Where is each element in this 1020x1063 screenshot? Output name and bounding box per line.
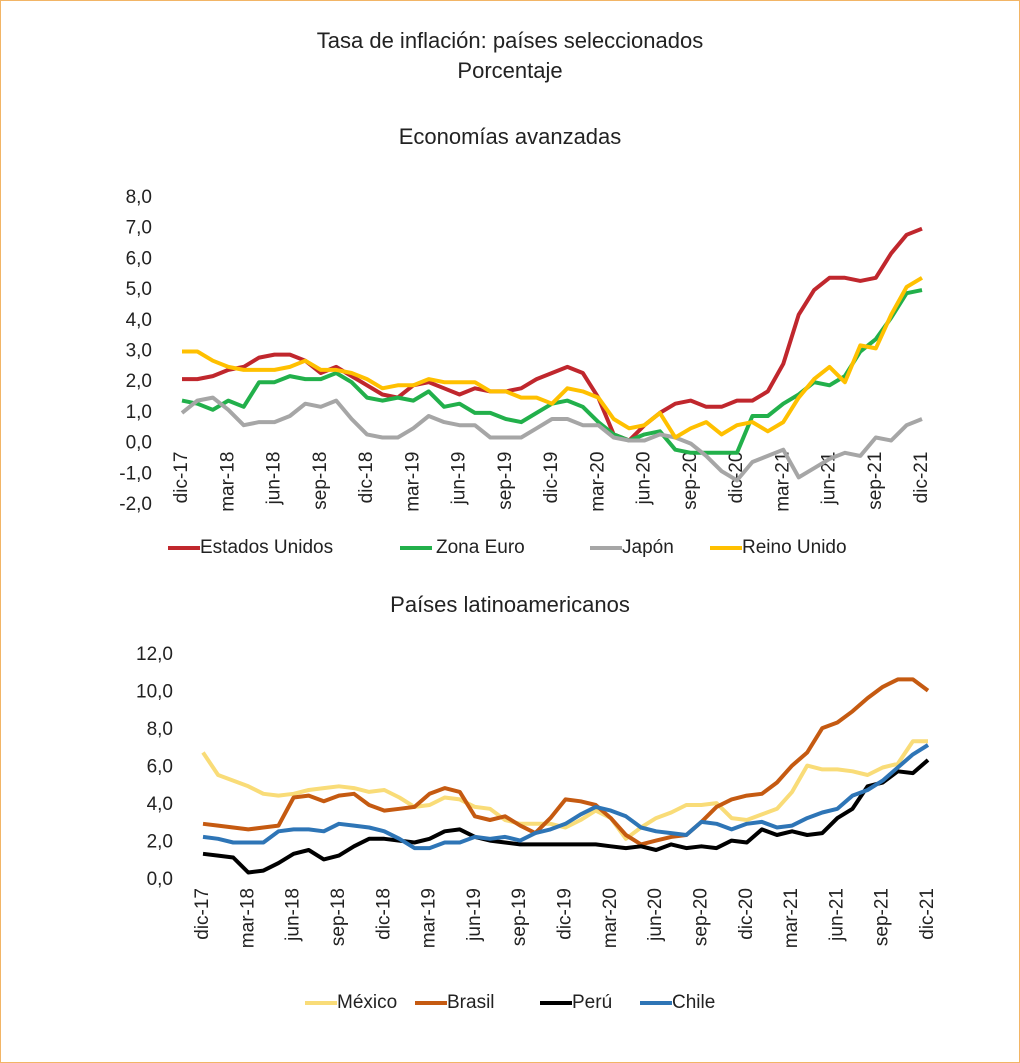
x-tick-label: sep-20 bbox=[680, 452, 701, 510]
y-tick-label: 8,0 bbox=[126, 187, 152, 208]
x-tick-label: sep-21 bbox=[865, 452, 886, 510]
series-line bbox=[202, 677, 930, 847]
page-title: Tasa de inflación: países seleccionados bbox=[317, 28, 703, 53]
legend-label: Japón bbox=[622, 537, 674, 558]
y-tick-label: 8,0 bbox=[147, 719, 173, 740]
legend-label: Estados Unidos bbox=[200, 537, 333, 558]
page-subtitle: Porcentaje bbox=[457, 58, 562, 83]
x-tick-label: jun-18 bbox=[283, 888, 304, 942]
legend-label: Chile bbox=[672, 992, 715, 1013]
x-tick-label: jun-21 bbox=[819, 452, 840, 506]
legend-label: Brasil bbox=[447, 992, 495, 1013]
x-tick-label: sep-18 bbox=[328, 888, 349, 946]
legend-label: México bbox=[337, 992, 397, 1013]
x-tick-label: mar-20 bbox=[587, 452, 608, 512]
x-tick-label: sep-19 bbox=[495, 452, 516, 510]
x-tick-label: jun-21 bbox=[826, 888, 847, 942]
x-tick-label: mar-20 bbox=[600, 888, 621, 948]
series-line bbox=[201, 739, 928, 841]
y-tick-label: 4,0 bbox=[126, 310, 152, 331]
x-tick-label: mar-18 bbox=[237, 888, 258, 948]
y-tick-label: 10,0 bbox=[136, 682, 173, 703]
x-tick-label: jun-19 bbox=[449, 452, 470, 506]
y-tick-label: 3,0 bbox=[126, 341, 152, 362]
y-tick-label: 2,0 bbox=[126, 371, 152, 392]
y-tick-label: 12,0 bbox=[136, 644, 173, 665]
y-tick-label: 0,0 bbox=[147, 869, 173, 890]
y-tick-label: 4,0 bbox=[147, 794, 173, 815]
x-tick-label: mar-21 bbox=[772, 452, 793, 512]
x-tick-label: dic-18 bbox=[356, 452, 377, 504]
x-tick-label: mar-21 bbox=[781, 888, 802, 948]
chart-title: Economías avanzadas bbox=[399, 124, 622, 149]
y-tick-label: 6,0 bbox=[126, 248, 152, 269]
x-tick-label: sep-18 bbox=[310, 452, 331, 510]
x-tick-label: jun-18 bbox=[264, 452, 285, 506]
x-tick-label: dic-20 bbox=[736, 888, 757, 940]
series-line bbox=[202, 743, 930, 851]
x-tick-label: dic-21 bbox=[917, 888, 938, 940]
series-line bbox=[182, 276, 924, 440]
y-tick-label: -2,0 bbox=[119, 494, 152, 515]
x-tick-label: sep-20 bbox=[690, 888, 711, 946]
y-tick-label: 7,0 bbox=[126, 218, 152, 239]
legend-label: Perú bbox=[572, 992, 612, 1013]
y-tick-label: 1,0 bbox=[126, 402, 152, 423]
chart-title: Países latinoamericanos bbox=[390, 592, 630, 617]
x-tick-label: sep-21 bbox=[872, 888, 893, 946]
legend-label: Zona Euro bbox=[436, 537, 525, 558]
x-tick-label: mar-19 bbox=[419, 888, 440, 948]
x-tick-label: mar-18 bbox=[217, 452, 238, 512]
x-tick-label: jun-20 bbox=[645, 888, 666, 942]
x-tick-label: dic-18 bbox=[373, 888, 394, 940]
x-tick-label: dic-17 bbox=[171, 452, 192, 504]
y-tick-label: -1,0 bbox=[119, 463, 152, 484]
y-tick-label: 6,0 bbox=[147, 757, 173, 778]
x-tick-label: dic-19 bbox=[541, 452, 562, 504]
x-tick-label: jun-19 bbox=[464, 888, 485, 942]
x-tick-label: sep-19 bbox=[509, 888, 530, 946]
y-tick-label: 2,0 bbox=[147, 832, 173, 853]
x-tick-label: mar-19 bbox=[402, 452, 423, 512]
series-line bbox=[202, 758, 930, 875]
legend-label: Reino Unido bbox=[742, 537, 847, 558]
y-tick-label: 0,0 bbox=[126, 433, 152, 454]
y-tick-label: 5,0 bbox=[126, 279, 152, 300]
x-tick-label: dic-17 bbox=[192, 888, 213, 940]
x-tick-label: jun-20 bbox=[634, 452, 655, 506]
x-tick-label: dic-19 bbox=[555, 888, 576, 940]
x-tick-label: dic-20 bbox=[726, 452, 747, 504]
x-tick-label: dic-21 bbox=[911, 452, 932, 504]
series-line bbox=[180, 395, 923, 483]
